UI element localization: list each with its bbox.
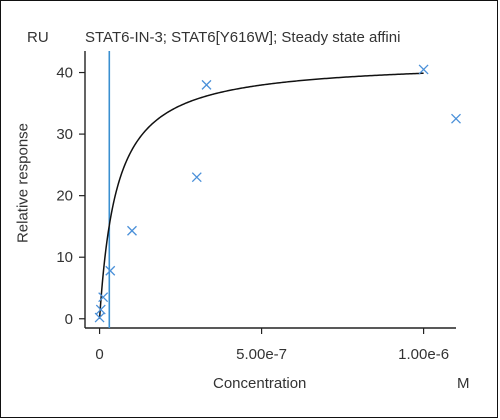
point-marker (451, 113, 461, 124)
data-point (451, 113, 461, 124)
data-point (127, 225, 137, 236)
x-axis-label: Concentration (213, 375, 307, 392)
point-marker (105, 265, 116, 276)
x-tick-label: 1.00e-6 (398, 346, 449, 363)
y-tick-label: 30 (56, 126, 73, 143)
chart-title: STAT6-IN-3; STAT6[Y616W]; Steady state a… (85, 29, 401, 46)
y-tick-label: 20 (56, 188, 73, 205)
point-marker (191, 172, 202, 183)
data-point (201, 79, 212, 90)
point-marker (98, 292, 109, 303)
y-axis-unit: RU (27, 29, 49, 46)
x-tick-label: 5.00e-7 (236, 346, 287, 363)
data-point (418, 64, 429, 75)
data-point (105, 265, 116, 276)
point-marker (201, 79, 212, 90)
fit-curve (98, 72, 424, 319)
point-marker (127, 225, 137, 236)
point-marker (94, 312, 105, 323)
data-point (98, 292, 109, 303)
y-tick-label: 40 (56, 65, 73, 82)
point-marker (418, 64, 429, 75)
data-point (95, 304, 106, 315)
x-axis-unit: M (457, 375, 470, 392)
x-tick-label: 0 (95, 346, 103, 363)
point-marker (95, 304, 106, 315)
data-point (191, 172, 202, 183)
y-tick-label: 0 (65, 311, 73, 328)
y-tick-label: 10 (56, 249, 73, 266)
data-point (94, 312, 105, 323)
